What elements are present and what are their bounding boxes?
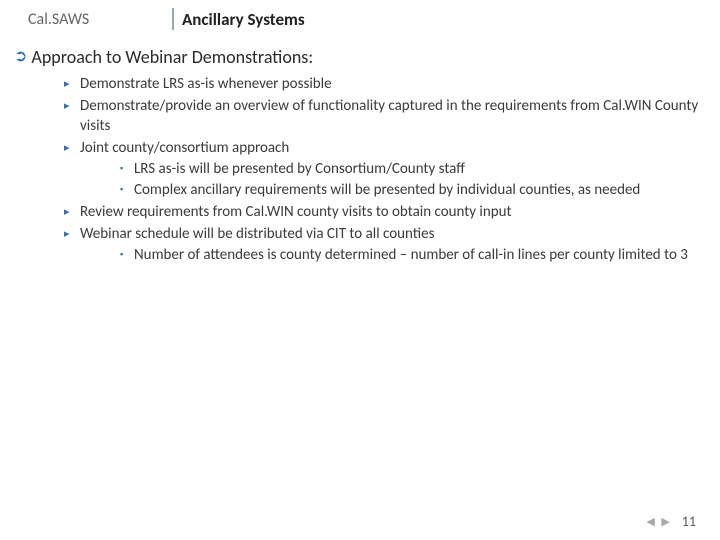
page-number: 11 [682,513,696,530]
bullet-list-l2: LRS as-is will be presented by Consortiu… [80,159,720,201]
footer: ◀ ▶ 11 [646,513,696,530]
list-item: Joint county/consortium approach LRS as-… [64,138,720,201]
list-item: Demonstrate LRS as-is whenever possible [64,74,720,95]
list-item: Demonstrate/provide an overview of funct… [64,96,720,137]
list-item: LRS as-is will be presented by Consortiu… [120,159,720,180]
list-item: Complex ancillary requirements will be p… [120,180,720,201]
nav-triangles-icon: ◀ ▶ [646,515,671,528]
header: Cal.SAWS Ancillary Systems [0,0,720,40]
bullet-text: Review requirements from Cal.WIN county … [80,203,512,221]
bullet-text: Joint county/consortium approach [80,139,289,157]
logo-text: Cal.SAWS [0,10,172,29]
bullet-text: Complex ancillary requirements will be p… [134,181,640,199]
arrow-bullet-icon: ➲ [14,49,27,65]
bullet-text: Webinar schedule will be distributed via… [80,225,435,243]
bullet-list-l2: Number of attendees is county determined… [80,245,720,266]
section-heading: Approach to Webinar Demonstrations: [31,46,313,68]
header-divider [172,8,174,30]
slide: Cal.SAWS Ancillary Systems ➲ Approach to… [0,0,720,540]
bullet-text: LRS as-is will be presented by Consortiu… [134,160,465,178]
list-item: Webinar schedule will be distributed via… [64,224,720,265]
slide-title: Ancillary Systems [182,9,305,30]
bullet-text: Demonstrate LRS as-is whenever possible [80,75,332,93]
list-item: Review requirements from Cal.WIN county … [64,202,720,223]
bullet-text: Demonstrate/provide an overview of funct… [80,97,698,136]
bullet-list-l1: Demonstrate LRS as-is whenever possible … [0,74,720,265]
section-heading-row: ➲ Approach to Webinar Demonstrations: [0,46,720,68]
list-item: Number of attendees is county determined… [120,245,720,266]
bullet-text: Number of attendees is county determined… [134,246,688,264]
